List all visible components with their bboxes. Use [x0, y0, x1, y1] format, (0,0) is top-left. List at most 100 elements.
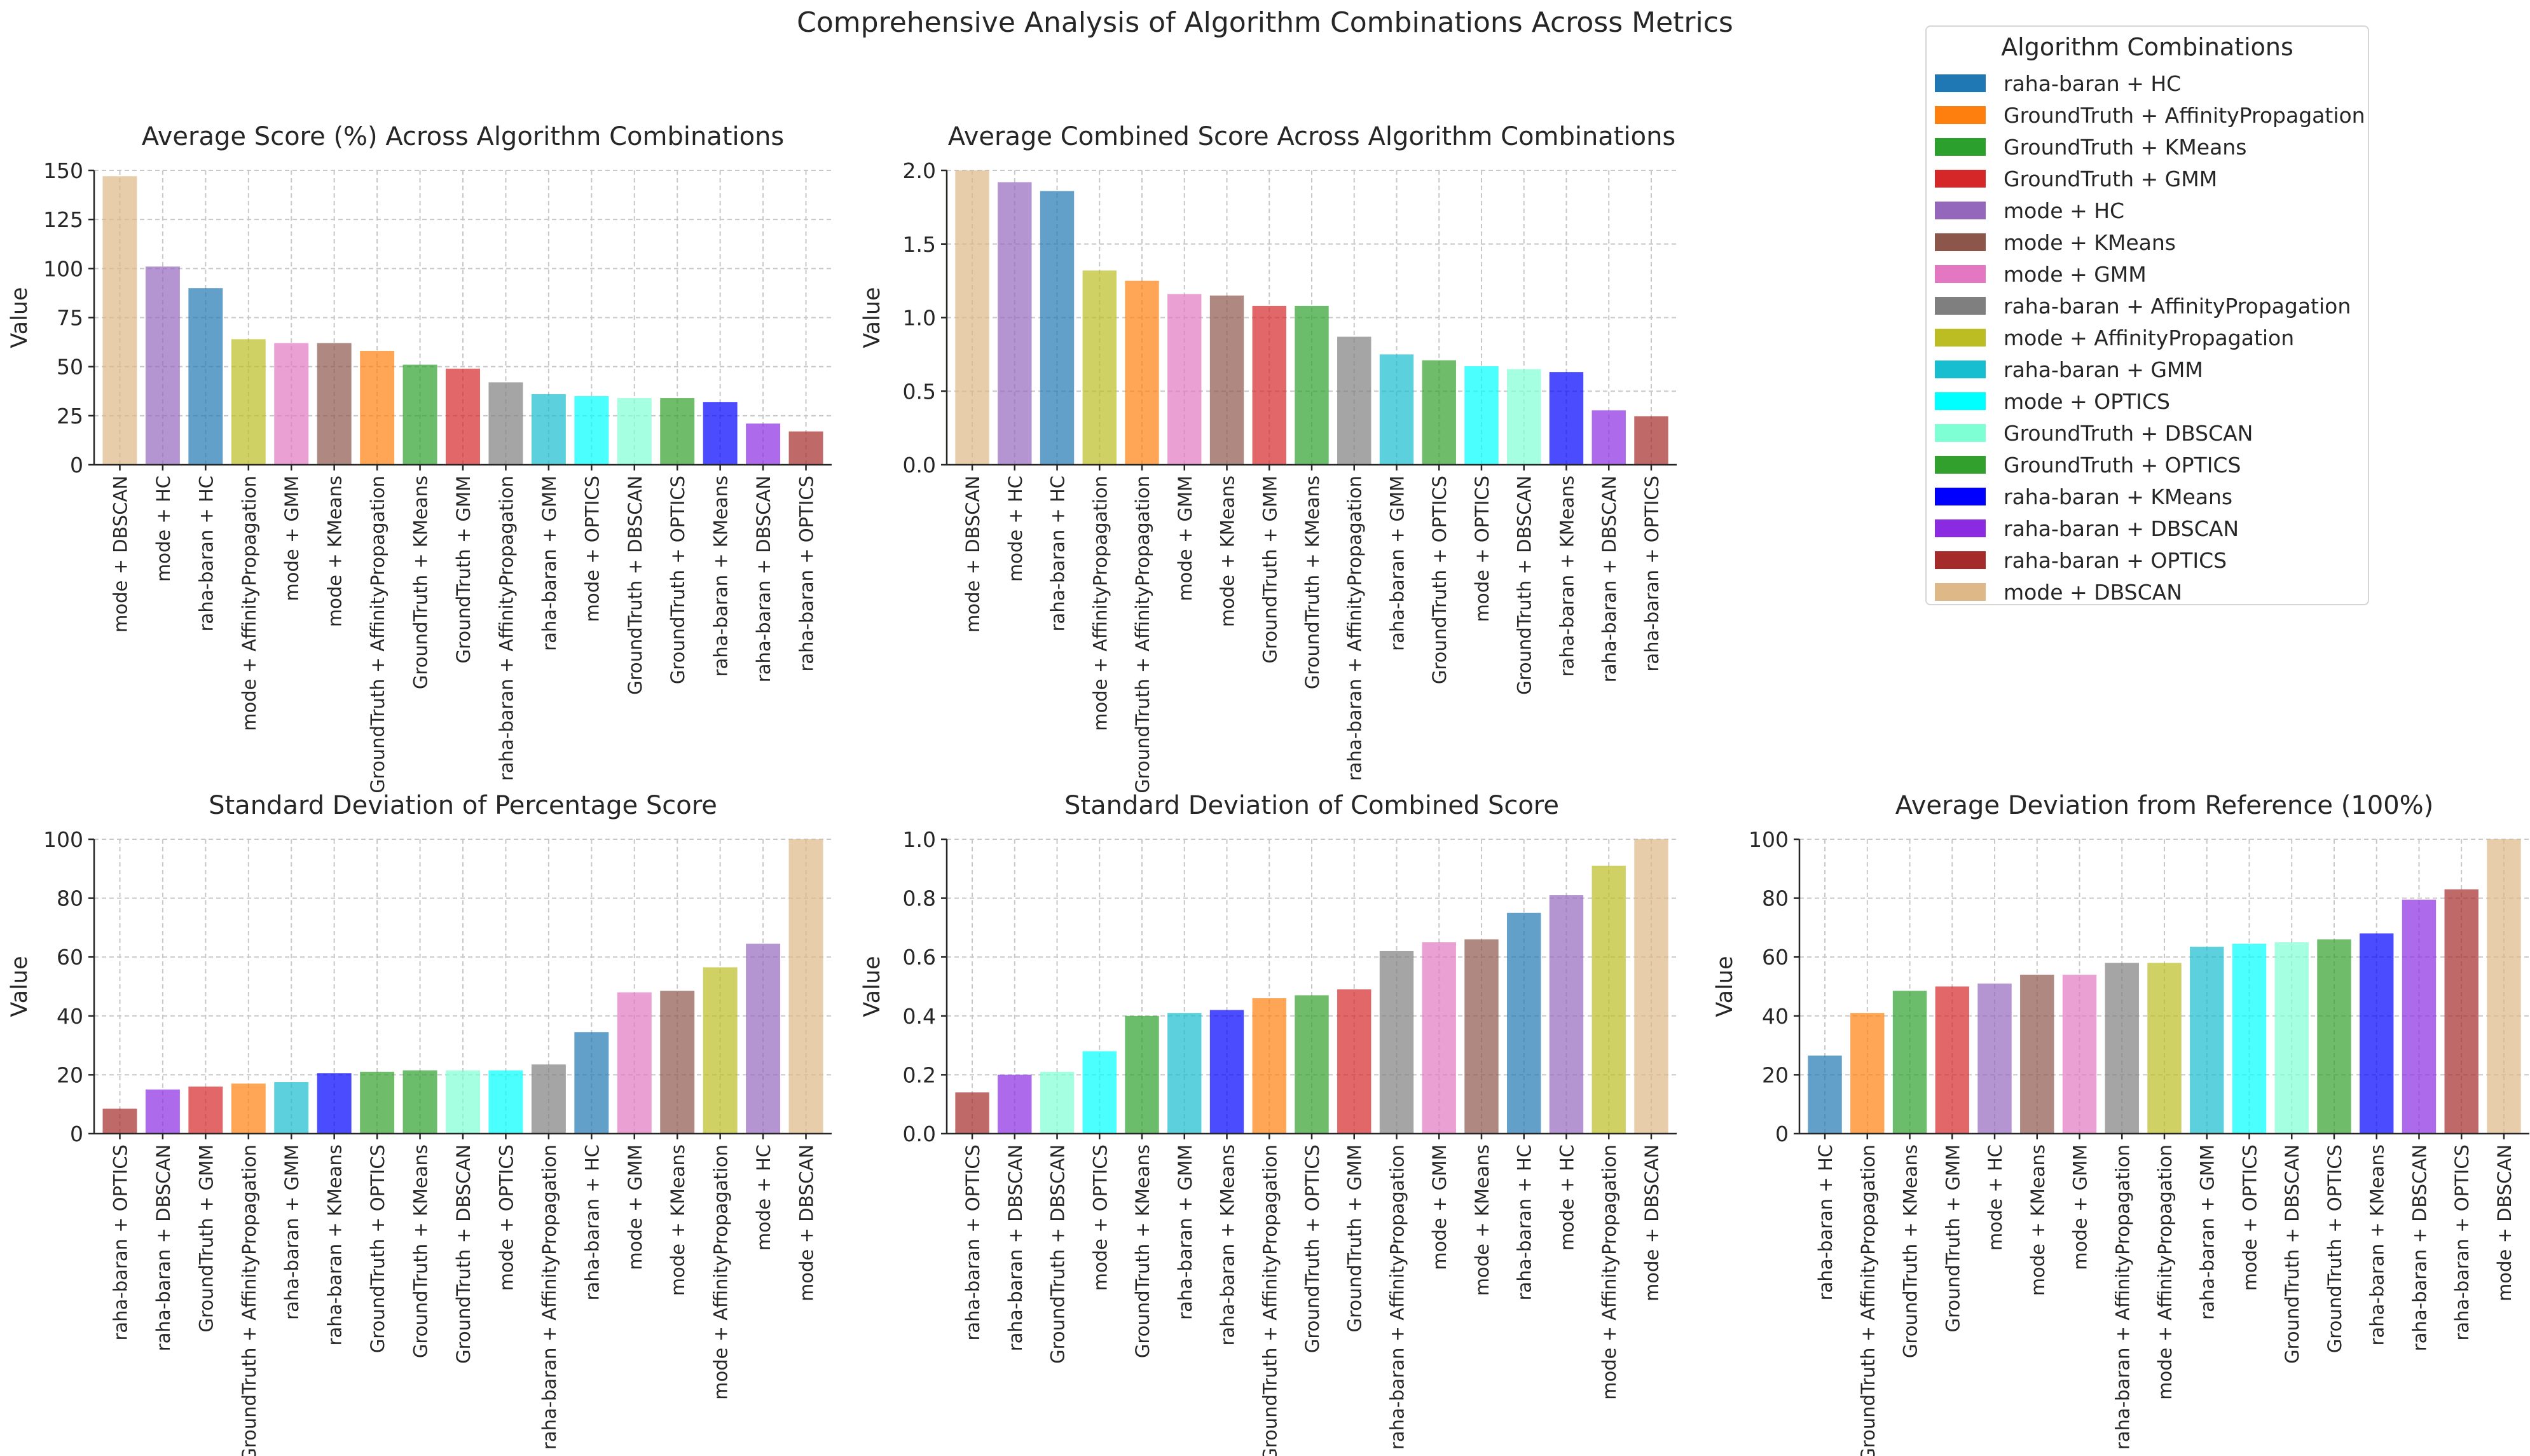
- bar: [360, 1071, 395, 1134]
- x-tick-label: mode + AffinityPropagation: [1598, 1144, 1620, 1400]
- x-tick-label: raha-baran + OPTICS: [962, 1144, 984, 1341]
- x-tick-label: mode + KMeans: [667, 1144, 689, 1296]
- x-tick-label: mode + KMeans: [324, 476, 346, 627]
- figure-title: Comprehensive Analysis of Algorithm Comb…: [797, 6, 1733, 39]
- bar: [998, 1075, 1032, 1134]
- chart-legend: Algorithm Combinations raha-baran + HC Gr…: [1925, 25, 2369, 605]
- y-tick-label: 50: [57, 355, 83, 380]
- legend-label: mode + OPTICS: [2004, 388, 2170, 414]
- legend-label: GroundTruth + AffinityPropagation: [2004, 102, 2365, 128]
- legend-swatch: [1935, 329, 1986, 347]
- bar: [317, 343, 352, 465]
- legend-item: mode + HC: [1927, 195, 2368, 226]
- x-tick-label: mode + DBSCAN: [2494, 1144, 2515, 1301]
- legend-label: GroundTruth + OPTICS: [2004, 452, 2241, 477]
- y-tick-label: 100: [43, 256, 83, 281]
- x-tick-label: mode + AffinityPropagation: [1089, 476, 1111, 731]
- y-tick-label: 40: [57, 1004, 83, 1029]
- x-tick-label: GroundTruth + DBSCAN: [1047, 1144, 1069, 1364]
- y-tick-label: 40: [1762, 1004, 1789, 1029]
- bar: [1040, 1071, 1075, 1134]
- bar: [188, 288, 223, 465]
- bar: [1422, 360, 1456, 465]
- bar: [660, 398, 695, 465]
- bar: [446, 1070, 480, 1134]
- x-tick-label: raha-baran + KMeans: [1556, 476, 1578, 676]
- y-tick-label: 1.0: [903, 827, 936, 852]
- x-tick-label: raha-baran + OPTICS: [796, 476, 818, 672]
- bar: [955, 1092, 989, 1134]
- legend-title: Algorithm Combinations: [2001, 33, 2293, 61]
- legend-item: raha-baran + KMeans: [1927, 481, 2368, 512]
- legend-label: GroundTruth + DBSCAN: [2004, 420, 2253, 446]
- y-tick-label: 80: [1762, 886, 1789, 911]
- bar: [2317, 939, 2351, 1134]
- legend-label: mode + KMeans: [2004, 230, 2176, 255]
- bar: [231, 339, 266, 465]
- x-tick-label: GroundTruth + OPTICS: [2324, 1144, 2346, 1353]
- legend-swatch: [1935, 106, 1986, 124]
- legend-label: mode + HC: [2004, 198, 2125, 223]
- x-tick-label: GroundTruth + AffinityPropagation: [1259, 1144, 1281, 1456]
- x-tick-label: raha-baran + AffinityPropagation: [539, 1144, 560, 1450]
- bar: [1634, 839, 1668, 1134]
- bar: [1337, 336, 1372, 465]
- legend-label: GroundTruth + KMeans: [2004, 134, 2247, 160]
- bar: [488, 1070, 523, 1134]
- legend-label: raha-baran + AffinityPropagation: [2004, 293, 2351, 319]
- legend-item: mode + GMM: [1927, 258, 2368, 290]
- legend-label: raha-baran + GMM: [2004, 357, 2203, 382]
- y-tick-label: 0.5: [903, 379, 936, 404]
- x-tick-label: GroundTruth + GMM: [1259, 476, 1281, 663]
- bar: [2147, 963, 2182, 1134]
- x-tick-label: mode + KMeans: [1217, 476, 1239, 627]
- x-tick-label: raha-baran + DBSCAN: [1598, 476, 1620, 682]
- legend-item: GroundTruth + OPTICS: [1927, 449, 2368, 481]
- legend-swatch: [1935, 551, 1986, 569]
- y-tick-label: 125: [43, 207, 83, 232]
- bar: [231, 1083, 266, 1134]
- bar: [531, 394, 566, 465]
- bar: [1850, 1013, 1885, 1134]
- x-tick-label: GroundTruth + KMeans: [410, 476, 432, 689]
- y-tick-label: 0: [70, 453, 83, 477]
- bar: [1209, 1010, 1244, 1134]
- x-tick-label: raha-baran + GMM: [1174, 1144, 1196, 1320]
- x-tick-label: raha-baran + HC: [1815, 1144, 1836, 1300]
- subplot-title: Standard Deviation of Combined Score: [1064, 791, 1559, 820]
- legend-item: raha-baran + GMM: [1927, 354, 2368, 385]
- bar: [1295, 995, 1329, 1134]
- bar: [274, 343, 309, 465]
- y-axis-label: Value: [7, 956, 32, 1017]
- y-tick-label: 100: [43, 827, 83, 852]
- legend-item: GroundTruth + GMM: [1927, 163, 2368, 195]
- bar: [2232, 944, 2267, 1134]
- x-tick-label: mode + DBSCAN: [1641, 1144, 1663, 1301]
- bar: [1082, 1051, 1117, 1134]
- legend-item: mode + KMeans: [1927, 226, 2368, 258]
- y-tick-label: 0.6: [903, 945, 936, 970]
- bar: [145, 1089, 180, 1134]
- bar: [660, 991, 695, 1134]
- bar: [1337, 989, 1372, 1134]
- bar: [703, 402, 738, 465]
- x-tick-label: GroundTruth + KMeans: [1302, 476, 1323, 689]
- x-tick-label: mode + DBSCAN: [796, 1144, 818, 1301]
- x-tick-label: mode + DBSCAN: [109, 476, 131, 633]
- bar: [1295, 305, 1329, 465]
- x-tick-label: raha-baran + GMM: [2197, 1144, 2218, 1320]
- y-tick-label: 0.0: [903, 453, 936, 477]
- legend-swatch: [1935, 265, 1986, 283]
- subplot: 0 20 40 60 80 100 raha-baran + OPTICS raha-bara…: [7, 791, 832, 1456]
- x-tick-label: GroundTruth + GMM: [195, 1144, 217, 1332]
- subplot: 0 25 50 75 100 125 150 mode + DBSCAN mode + HC ra…: [7, 122, 832, 793]
- x-tick-label: raha-baran + OPTICS: [109, 1144, 131, 1341]
- x-tick-label: GroundTruth + AffinityPropagation: [367, 476, 388, 793]
- legend-swatch: [1935, 456, 1986, 474]
- x-tick-label: GroundTruth + OPTICS: [1302, 1144, 1323, 1353]
- x-tick-label: GroundTruth + AffinityPropagation: [1132, 476, 1153, 793]
- bar: [1808, 1055, 1842, 1134]
- legend-item: mode + AffinityPropagation: [1927, 322, 2368, 354]
- bar: [574, 1032, 609, 1134]
- y-tick-label: 0.2: [903, 1062, 936, 1087]
